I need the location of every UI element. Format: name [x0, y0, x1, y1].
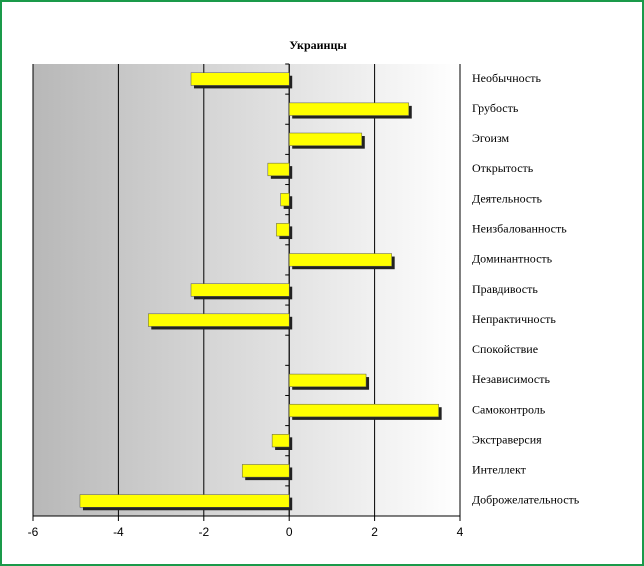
y-tick-label: Эгоизм	[472, 131, 510, 145]
x-tick-label: -4	[113, 525, 124, 539]
y-tick-label: Грубость	[472, 101, 519, 115]
y-tick-label: Деятельность	[472, 191, 543, 205]
bar	[267, 162, 290, 177]
bar	[79, 494, 290, 508]
x-tick-label: -2	[198, 525, 209, 539]
y-tick-label: Доминантность	[472, 252, 553, 266]
bar	[288, 403, 439, 418]
bar	[190, 72, 290, 86]
y-tick-label: Самоконтроль	[472, 402, 546, 416]
y-tick-label: Открытость	[472, 161, 534, 175]
bar	[288, 102, 410, 116]
bar	[190, 283, 290, 297]
bar	[148, 313, 290, 327]
bar	[271, 434, 290, 448]
y-tick-label: Доброжелательность	[472, 493, 580, 507]
bar	[288, 253, 392, 267]
bar	[241, 464, 290, 478]
y-tick-label: Интеллект	[472, 463, 527, 477]
chart-title: Украинцы	[289, 38, 347, 52]
bar	[280, 193, 290, 207]
x-tick-label: 2	[371, 525, 378, 539]
x-tick-label: 0	[286, 525, 293, 539]
x-tick-label: 4	[457, 525, 464, 539]
y-tick-label: Экстраверсия	[472, 432, 542, 446]
y-tick-label: Независимость	[472, 372, 551, 386]
x-tick-label: -6	[28, 525, 39, 539]
bar	[288, 132, 363, 146]
bar	[288, 373, 367, 387]
y-tick-label: Неизбалованность	[472, 221, 567, 235]
y-tick-label: Непрактичность	[472, 312, 556, 326]
y-tick-label: Спокойствие	[472, 342, 538, 356]
y-tick-label: Правдивость	[472, 282, 538, 296]
y-tick-label: Необычность	[472, 71, 541, 85]
bar	[276, 223, 290, 237]
